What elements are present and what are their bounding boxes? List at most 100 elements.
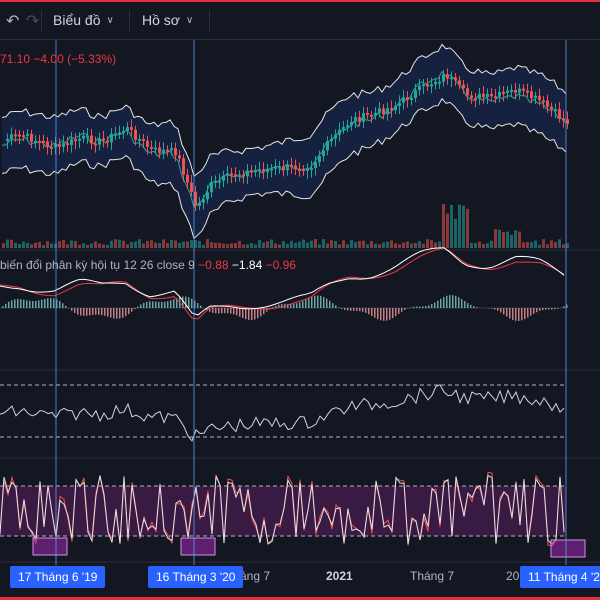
histogram-bar (374, 308, 376, 318)
candle-body (150, 146, 153, 149)
volume-bar (98, 243, 101, 248)
candle-body (26, 133, 29, 136)
histogram-bar (263, 308, 265, 315)
histogram-bar (563, 306, 565, 308)
volume-bar (398, 244, 401, 248)
volume-bar (386, 241, 389, 248)
volume-bar (170, 240, 173, 248)
histogram-bar (518, 308, 520, 321)
candle-body (434, 82, 437, 85)
histogram-bar (44, 298, 46, 308)
candle-body (322, 150, 325, 157)
candle-body (66, 143, 69, 146)
candle-body (330, 138, 333, 142)
macd-legend: biến đổi phân kỳ hội tụ 12 26 close 9 −0… (0, 258, 296, 272)
time-axis-label: áng 7 (240, 569, 271, 583)
charts-menu-button[interactable]: Biểu đồ ∨ (53, 12, 114, 28)
candle-body (542, 100, 545, 103)
candle-body (482, 93, 485, 97)
histogram-bar (461, 299, 463, 308)
histogram-bar (305, 299, 307, 308)
histogram-bar (152, 301, 154, 308)
volume-bar (466, 208, 469, 248)
histogram-bar (356, 308, 358, 311)
volume-bar (442, 204, 445, 248)
histogram-bar (65, 305, 67, 308)
histogram-bar (494, 308, 496, 310)
histogram-bar (17, 299, 19, 308)
candle-body (122, 131, 125, 134)
volume-bar (474, 242, 477, 248)
histogram-bar (83, 308, 85, 316)
candle-body (306, 168, 309, 171)
candle-body (294, 165, 297, 170)
chart-canvas[interactable] (0, 40, 600, 565)
volume-bar (18, 243, 21, 248)
price-legend: 71.10 −4.00 (−5.33%) (0, 52, 116, 66)
candle-body (346, 125, 349, 128)
volume-bar (334, 241, 337, 248)
macd-value: −1.84 (231, 258, 263, 272)
histogram-bar (170, 300, 172, 308)
volume-bar (534, 240, 537, 248)
histogram-bar (164, 301, 166, 308)
histogram-bar (29, 300, 31, 308)
candle-body (422, 84, 425, 87)
volume-bar (214, 242, 217, 248)
volume-bar (374, 243, 377, 248)
volume-bar (110, 240, 113, 248)
histogram-bar (35, 300, 37, 308)
histogram-bar (557, 308, 559, 309)
candle-body (14, 134, 17, 137)
rsi-pane (0, 471, 586, 558)
candle-body (338, 129, 341, 135)
candle-body (134, 129, 137, 140)
histogram-bar (539, 308, 541, 311)
volume-bar (382, 242, 385, 248)
volume-bar (514, 230, 517, 248)
histogram-bar (380, 308, 382, 321)
histogram-bar (278, 304, 280, 308)
volume-bar (14, 242, 17, 248)
candle-body (174, 148, 177, 156)
histogram-bar (527, 308, 529, 318)
volume-bar (238, 240, 241, 248)
redo-icon[interactable]: ↷ (26, 13, 40, 30)
volume-bar (10, 239, 13, 248)
volume-bar (198, 240, 201, 248)
histogram-bar (215, 308, 217, 314)
macd-hist-value: −0.88 (198, 258, 229, 272)
candle-body (370, 114, 373, 117)
volume-bar (482, 244, 485, 248)
undo-icon[interactable]: ↶ (6, 13, 20, 30)
histogram-bar (236, 308, 238, 316)
histogram-bar (56, 299, 58, 308)
histogram-bar (326, 298, 328, 308)
histogram-bar (509, 308, 511, 319)
candle-body (238, 174, 241, 177)
candle-body (478, 93, 481, 99)
volume-bar (90, 243, 93, 248)
histogram-bar (209, 308, 211, 312)
profile-menu-button[interactable]: Hồ sơ ∨ (142, 12, 193, 28)
volume-bar (230, 243, 233, 248)
histogram-bar (14, 299, 16, 308)
candle-body (522, 88, 525, 91)
candle-body (494, 96, 497, 99)
volume-bar (114, 239, 117, 248)
volume-bar (270, 239, 273, 248)
highlight-box (32, 537, 68, 556)
volume-bar (454, 218, 457, 248)
volume-bar (422, 243, 425, 248)
histogram-bar (98, 308, 100, 315)
histogram-bar (32, 301, 34, 308)
candle-body (366, 113, 369, 116)
volume-bar (478, 241, 481, 248)
candle-body (334, 134, 337, 139)
volume-bar (142, 243, 145, 248)
volume-bar (178, 242, 181, 248)
volume-bar (378, 244, 381, 248)
candle-body (290, 164, 293, 167)
candle-body (274, 166, 277, 169)
volume-bar (262, 242, 265, 248)
